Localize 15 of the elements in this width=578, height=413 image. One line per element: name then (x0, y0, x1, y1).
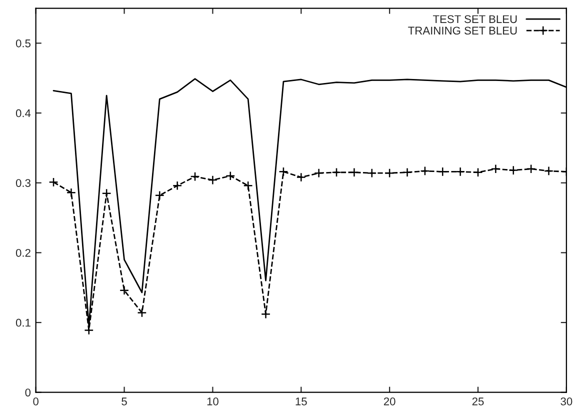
y-tick-label: 0.2 (16, 248, 30, 257)
x-tick-label: 10 (207, 398, 218, 406)
y-tick-label: 0.4 (16, 109, 31, 118)
y-tick-label: 0 (25, 388, 31, 396)
x-tick-label: 5 (122, 398, 127, 406)
y-tick-label: 0.5 (16, 39, 31, 48)
x-tick-label: 30 (560, 398, 572, 406)
x-tick-label: 15 (296, 398, 307, 406)
y-tick-label: 0.3 (16, 179, 30, 187)
x-tick-label: 0 (33, 398, 38, 406)
legend-label: TRAINING SET BLEU (408, 26, 517, 35)
y-tick-label: 0.1 (16, 318, 30, 327)
legend-label: TEST SET BLEU (432, 15, 517, 24)
x-tick-label: 25 (472, 398, 484, 406)
x-tick-label: 20 (384, 398, 396, 406)
